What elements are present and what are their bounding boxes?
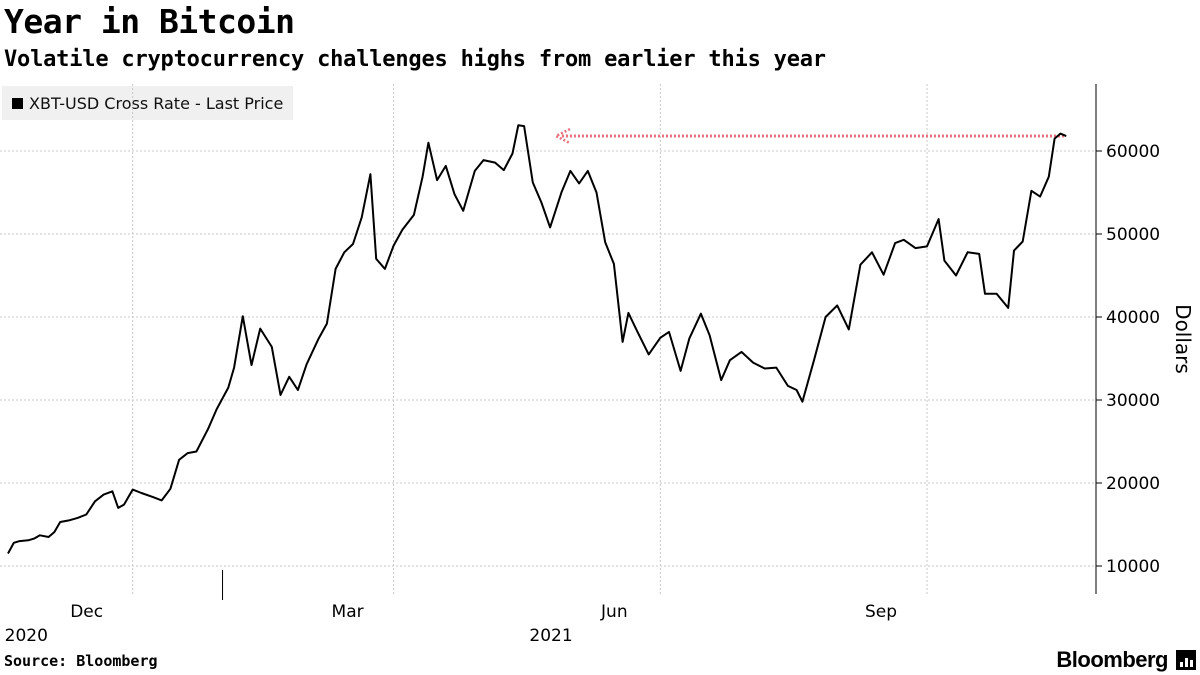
brand-name: Bloomberg bbox=[1056, 647, 1168, 672]
chart-subtitle: Volatile cryptocurrency challenges highs… bbox=[4, 47, 826, 72]
year-label: 2020 bbox=[5, 626, 48, 646]
y-tick-label: 40000 bbox=[1106, 308, 1160, 328]
y-tick-label: 30000 bbox=[1106, 391, 1160, 411]
brand-logo: Bloomberg bbox=[1056, 647, 1196, 673]
chart-title: Year in Bitcoin bbox=[4, 2, 295, 41]
y-axis-label: Dollars bbox=[1171, 304, 1195, 374]
x-tick-label: Mar bbox=[332, 602, 364, 622]
y-tick-label: 60000 bbox=[1106, 142, 1160, 162]
y-tick-label: 50000 bbox=[1106, 225, 1160, 245]
bloomberg-terminal-icon bbox=[1176, 650, 1196, 670]
series-layer bbox=[7, 124, 1067, 554]
series-line-xbt-usd bbox=[7, 124, 1067, 554]
axis-layer: 10000 20000 30000 40000 50000 60000 Dollars Dec… bbox=[5, 84, 1195, 646]
reference-arrow bbox=[553, 127, 1067, 145]
y-tick-label: 20000 bbox=[1106, 474, 1160, 494]
y-tick-label: 10000 bbox=[1106, 557, 1160, 577]
source-note: Source: Bloomberg bbox=[4, 652, 158, 670]
legend-swatch bbox=[12, 97, 23, 109]
x-tick-label: Sep bbox=[865, 602, 897, 622]
legend-label: XBT-USD Cross Rate - Last Price bbox=[29, 93, 284, 113]
grid-layer bbox=[0, 84, 1096, 594]
year-label: 2021 bbox=[529, 626, 572, 646]
legend: XBT-USD Cross Rate - Last Price bbox=[2, 86, 294, 120]
x-tick-label: Dec bbox=[70, 602, 103, 622]
x-tick-label: Jun bbox=[600, 602, 628, 622]
reference-arrow-head bbox=[553, 127, 571, 145]
